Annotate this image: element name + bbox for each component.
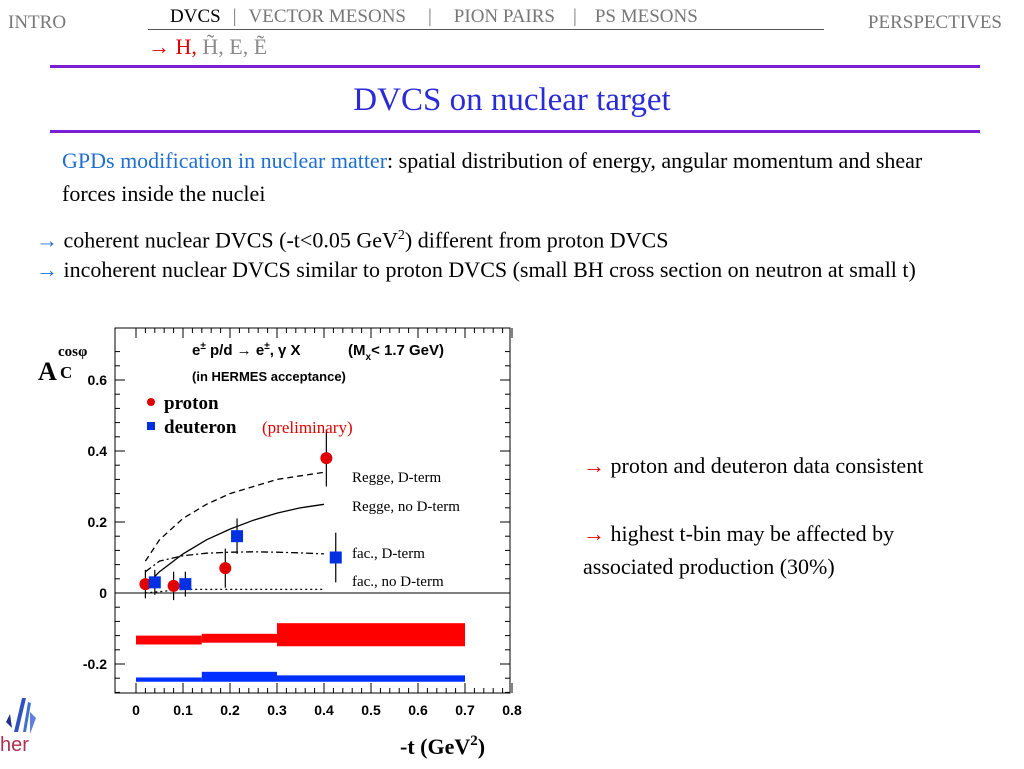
bullet-coherent: → coherent nuclear DVCS (-t<0.05 GeV2) d… [36,219,996,256]
curve-label-fac-dterm: fac., D-term [352,546,425,562]
note-consistent: → proton and deuteron data consistent [583,449,973,482]
x-tick-label: 0.2 [220,702,240,718]
x-tick-label: 0.3 [267,702,287,718]
systematic-band-segment [277,675,465,682]
subtopic-e[interactable]: E, [229,34,249,59]
y-tick-label: 0.6 [88,372,108,388]
x-tick-label: 0.8 [502,702,522,718]
data-point-proton [219,562,232,575]
data-point-proton [139,578,152,591]
curve-label-regge-no-dterm: Regge, no D-term [352,499,460,515]
legend-label-proton: proton [164,393,219,414]
note-text: proton and deuteron data consistent [605,453,924,478]
hermes-logo: her [0,694,40,764]
dvcs-chart: 0 0.1 0.2 0.3 0.4 0.5 0.6 0.7 0.8-0.200.20.40.6 … [38,327,522,759]
nav-separator: | [232,6,237,27]
y-tick-label: -0.2 [83,656,107,672]
subtopic-etilde[interactable]: Ẽ [253,34,268,59]
data-point-deuteron [148,576,161,589]
data-point-proton [320,452,333,465]
systematic-band-segment [201,671,277,682]
bullet-text: incoherent nuclear DVCS similar to proto… [58,257,916,282]
tab-dvcs[interactable]: DVCS [170,6,221,27]
note-text: highest t-bin may be affected by associa… [583,521,895,579]
systematic-band-segment [277,623,465,647]
systematic-band-segment [136,635,202,645]
subtopic-htilde[interactable]: H̃, [202,34,224,59]
nav-separator: | [427,6,432,27]
data-points [139,429,342,601]
x-tick-label: 0 [132,702,140,718]
y-tick-label: 0.4 [88,443,108,459]
plot-frame [114,327,511,694]
intro-highlight: GPDs modification in nuclear matter [62,148,388,173]
legend-marker-proton [147,398,155,406]
logo-text: her [0,734,29,756]
x-tick-label: 0.6 [408,702,428,718]
legend-label-deuteron: deuteron [164,417,237,438]
x-tick-label: 0.1 [173,702,193,718]
x-tick-label: 0.4 [314,702,334,718]
legend-marker-deuteron [147,422,155,430]
systematic-bands [136,623,465,682]
subtopic-h[interactable]: H, [175,34,197,59]
arrow-right-icon: → [36,257,58,282]
y-axis-label: A [38,357,57,386]
x-tick-label: 0.7 [455,702,475,718]
note-highest-bin: → highest t-bin may be affected by assoc… [583,517,973,583]
curve-label-fac-no-dterm: fac., no D-term [352,574,444,590]
tab-vector-mesons[interactable]: VECTOR MESONS [248,6,406,27]
arrow-right-icon: → [148,34,170,59]
x-tick-label: 0.5 [361,702,381,718]
y-tick-label: 0.2 [88,514,108,530]
arrow-right-icon: → [583,521,605,546]
systematic-band-segment [201,633,277,643]
hermes-logo-graphic [6,698,36,734]
nav-intro[interactable]: INTRO [8,12,67,33]
bullet-incoherent: → incoherent nuclear DVCS similar to pro… [36,253,996,286]
model-curve [144,471,325,562]
divider-bottom [50,130,980,133]
data-point-deuteron [329,551,342,564]
legend: proton deuteron (preliminary) [147,393,353,438]
x-axis-label: -t (GeV2) [400,733,485,759]
arrow-right-icon: → [36,227,58,253]
tab-pion-pairs[interactable]: PION PAIRS [453,6,555,27]
y-axis-label-sup: cosφ [58,344,87,360]
nav-separator: | [573,6,577,27]
systematic-band-segment [136,677,202,682]
intro-paragraph: GPDs modification in nuclear matter: spa… [62,144,942,210]
model-curve [144,503,325,587]
section-nav: DVCS | VECTOR MESONS | PION PAIRS | PS MESONS [148,6,824,30]
subtopic-nav: → H, H̃, E, Ẽ [148,34,267,60]
intro-text: : spatial distribution of energy, angula… [62,148,923,206]
bullet-text: ) different from proton DVCS [404,227,669,253]
data-point-deuteron [179,578,192,591]
bullet-text: coherent nuclear DVCS (-t<0.05 GeV [58,227,398,253]
model-curve [145,551,325,573]
nav-perspectives[interactable]: PERSPECTIVES [867,12,1002,33]
chart-header-reaction: e± p/d → e±, γ X [192,341,301,359]
arrow-right-icon: → [583,453,605,478]
y-tick-label: 0 [99,585,107,601]
preliminary-label: (preliminary) [262,418,353,437]
chart-header-mx: (Mx< 1.7 GeV) [348,342,444,363]
slide-title: DVCS on nuclear target [353,82,671,118]
divider-top [50,65,980,68]
data-point-deuteron [231,530,244,543]
tab-ps-mesons[interactable]: PS MESONS [594,6,698,27]
y-axis-label-sub: C [60,363,72,382]
plot-area: 0 0.1 0.2 0.3 0.4 0.5 0.6 0.7 0.8 -0.2 0 0.2 0.4 0.6 [83,327,522,718]
data-point-proton [167,579,180,592]
superscript: 2 [397,228,405,243]
chart-header-acceptance: (in HERMES acceptance) [192,369,346,384]
axis-ticks: 0 0.1 0.2 0.3 0.4 0.5 0.6 0.7 0.8 -0.2 0 0.2 0.4 0.6 [83,328,522,718]
curve-label-regge-dterm: Regge, D-term [352,470,441,486]
